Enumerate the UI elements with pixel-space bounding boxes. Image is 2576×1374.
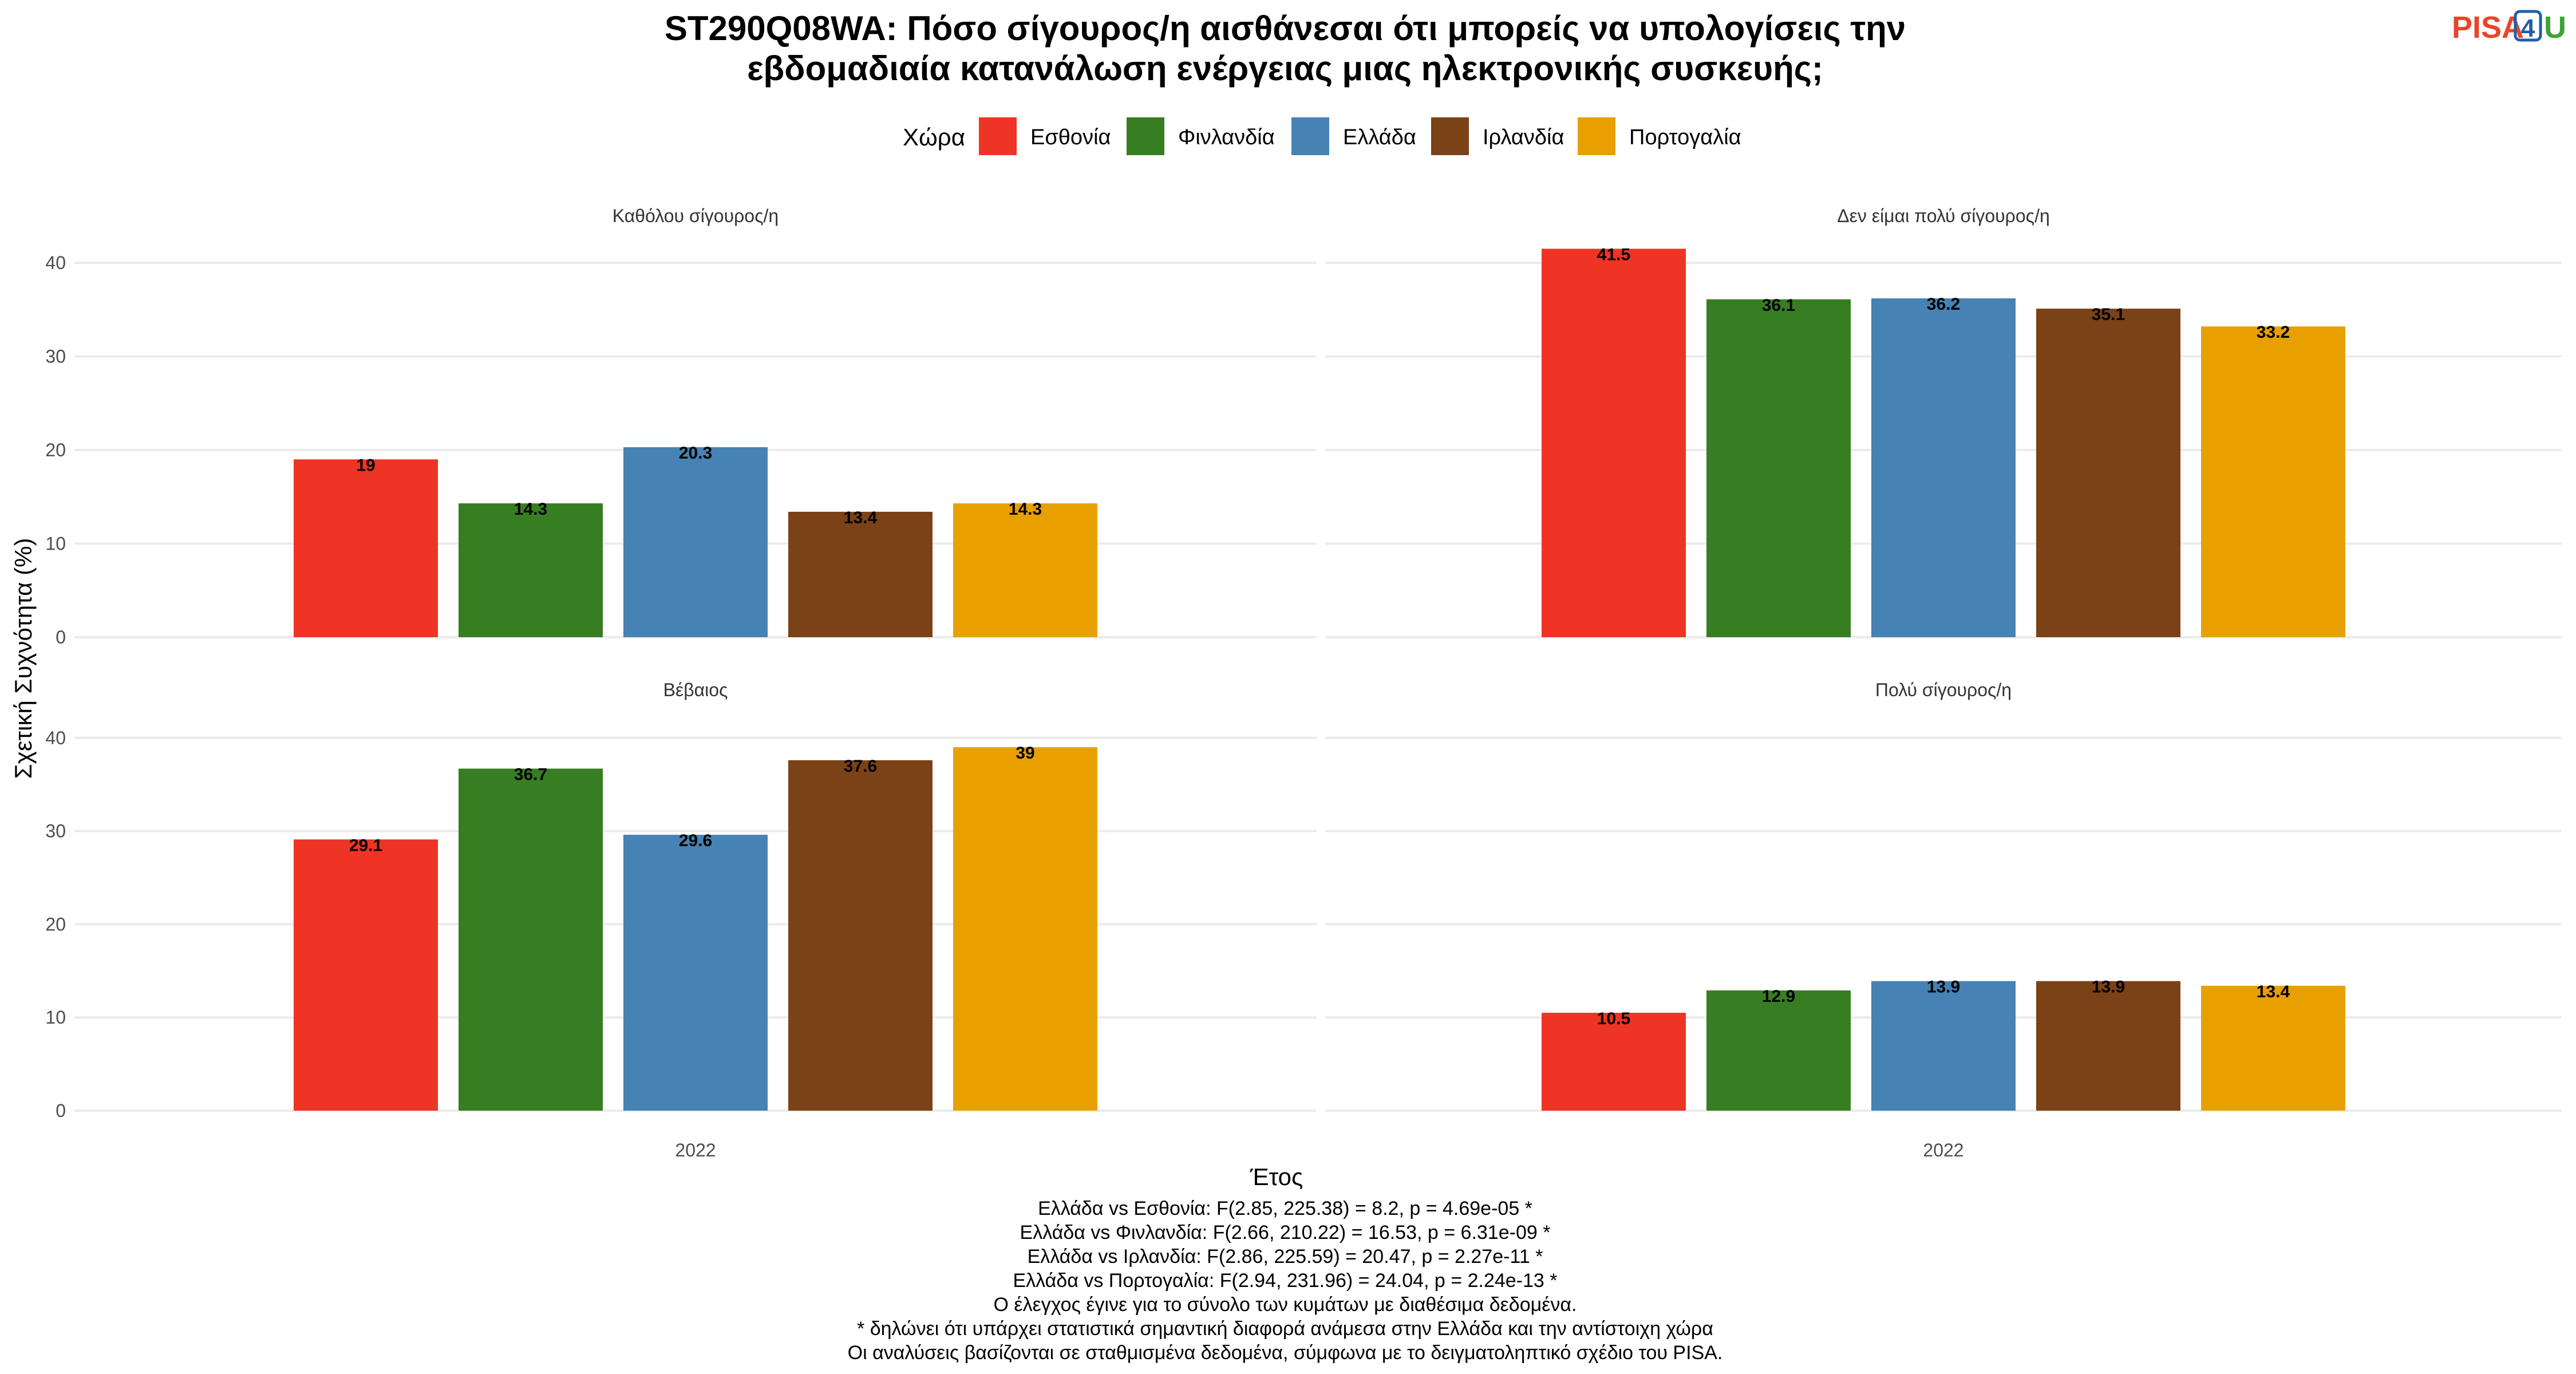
data-label-0-0: 19 [356, 456, 375, 475]
legend-label-2: Ελλάδα [1343, 125, 1416, 149]
data-label-2-1: 36.7 [514, 765, 547, 784]
data-label-2-4: 39 [1016, 744, 1034, 763]
footnote-line-4: Ο έλεγχος έγινε για το σύνολο των κυμάτω… [994, 1294, 1577, 1316]
data-label-3-4: 13.4 [2257, 982, 2290, 1001]
y-tick-label-2-4: 40 [45, 728, 66, 748]
data-label-2-0: 29.1 [349, 836, 382, 855]
data-label-0-4: 14.3 [1009, 500, 1042, 519]
x-tick-label-2: 2022 [675, 1140, 716, 1160]
data-label-0-2: 20.3 [679, 444, 712, 463]
title-line-2: εβδομαδιαία κατανάλωση ενέργειας μιας ηλ… [747, 49, 1823, 88]
y-axis-title: Σχετική Συχνότητα (%) [10, 538, 37, 779]
footnote-line-1: Ελλάδα vs Φινλανδία: F(2.66, 210.22) = 1… [1020, 1222, 1551, 1243]
data-label-3-2: 13.9 [1927, 978, 1960, 997]
x-axis-title: Έτος [1250, 1163, 1303, 1190]
footnote-line-5: * δηλώνει ότι υπάρχει στατιστικά σημαντι… [857, 1318, 1713, 1340]
bar-2-2 [623, 835, 768, 1111]
footnotes: Ελλάδα vs Εσθονία: F(2.85, 225.38) = 8.2… [848, 1198, 1723, 1364]
bar-2-0 [294, 839, 438, 1111]
panel-1: Δεν είμαι πολύ σίγουρος/η 41.5 36.1 36.2 35.… [1325, 206, 2562, 638]
bar-3-4 [2201, 985, 2345, 1111]
legend-swatch-2 [1291, 117, 1329, 155]
y-tick-label-2-0: 0 [56, 1100, 66, 1121]
data-label-1-1: 36.1 [1762, 296, 1795, 315]
bar-2-4 [953, 747, 1097, 1111]
title-line-1: ST290Q08WA: Πόσο σίγουρος/η αισθάνεσαι ό… [665, 9, 1906, 48]
bar-3-3 [2036, 981, 2180, 1111]
y-tick-label-0-4: 40 [45, 252, 66, 273]
footnote-line-2: Ελλάδα vs Ιρλανδία: F(2.86, 225.59) = 20… [1028, 1246, 1543, 1268]
bar-1-2 [1871, 298, 2016, 637]
bar-2-1 [459, 768, 603, 1111]
plot-panels: 0 10 20 30 40 Καθόλου σίγουρος/η 19 14.3 20.3 13.… [45, 206, 2562, 1160]
pisa4u-logo: PISA 4 U [2452, 10, 2566, 45]
data-label-2-2: 29.6 [679, 831, 712, 850]
legend-label-3: Ιρλανδία [1483, 125, 1564, 149]
facet-title-2: Βέβαιος [663, 680, 728, 700]
y-tick-label-2-3: 30 [45, 821, 66, 842]
panel-2: 0 10 20 30 40 Βέβαιος 29.1 36.7 29.6 37.6 39 2022 [45, 680, 1317, 1160]
y-tick-label-0-0: 0 [56, 627, 66, 647]
legend-label-1: Φινλανδία [1178, 125, 1275, 149]
bar-1-0 [1542, 248, 1686, 637]
bar-0-2 [623, 447, 768, 637]
bar-2-3 [788, 760, 933, 1111]
bar-1-3 [2036, 309, 2180, 637]
data-label-1-0: 41.5 [1597, 246, 1630, 264]
legend-swatch-3 [1431, 117, 1469, 155]
logo-text-4: 4 [2521, 14, 2535, 42]
bar-3-2 [1871, 981, 2016, 1111]
logo-box-icon [2514, 10, 2542, 42]
y-tick-label-0-2: 20 [45, 440, 66, 460]
bar-1-1 [1706, 299, 1851, 637]
chart-title: ST290Q08WA: Πόσο σίγουρος/η αισθάνεσαι ό… [665, 9, 1906, 88]
y-tick-label-2-2: 20 [45, 914, 66, 934]
footnote-line-3: Ελλάδα vs Πορτογαλία: F(2.94, 231.96) = … [1013, 1270, 1558, 1292]
panel-3: Πολύ σίγουρος/η 10.5 12.9 13.9 13.9 13.4 2022 [1325, 680, 2562, 1160]
legend-label-0: Εσθονία [1030, 125, 1111, 149]
data-label-0-3: 13.4 [844, 508, 878, 527]
data-label-1-3: 35.1 [2092, 305, 2125, 324]
bar-0-4 [953, 503, 1097, 637]
legend-swatch-1 [1127, 117, 1164, 155]
data-label-3-0: 10.5 [1597, 1009, 1630, 1028]
data-label-3-1: 12.9 [1762, 987, 1795, 1006]
data-label-2-3: 37.6 [844, 757, 877, 776]
data-label-0-1: 14.3 [514, 500, 547, 519]
legend-swatch-4 [1578, 117, 1615, 155]
footnote-line-0: Ελλάδα vs Εσθονία: F(2.85, 225.38) = 8.2… [1038, 1198, 1532, 1219]
panel-0: 0 10 20 30 40 Καθόλου σίγουρος/η 19 14.3 20.3 13.… [45, 206, 1317, 647]
legend: Χώρα Εσθονία Φινλανδία Ελλάδα Ιρλανδία Πορτο… [903, 117, 1741, 155]
bar-0-0 [294, 459, 438, 637]
legend-label-4: Πορτογαλία [1629, 125, 1741, 149]
y-tick-label-2-1: 10 [45, 1007, 66, 1028]
bar-3-0 [1542, 1013, 1686, 1111]
x-tick-label-3: 2022 [1923, 1140, 1963, 1160]
logo-text-u: U [2544, 10, 2566, 45]
facet-title-0: Καθόλου σίγουρος/η [613, 206, 779, 226]
bar-0-3 [788, 511, 933, 637]
y-tick-label-0-3: 30 [45, 346, 66, 367]
legend-title: Χώρα [903, 124, 965, 151]
y-tick-label-0-1: 10 [45, 534, 66, 554]
data-label-1-4: 33.2 [2257, 323, 2290, 342]
bar-3-1 [1706, 990, 1851, 1111]
bar-1-4 [2201, 326, 2345, 637]
footnote-line-6: Οι αναλύσεις βασίζονται σε σταθμισμένα δ… [848, 1342, 1723, 1364]
bar-0-1 [459, 503, 603, 637]
data-label-3-3: 13.9 [2092, 978, 2125, 997]
legend-swatch-0 [979, 117, 1017, 155]
facet-title-3: Πολύ σίγουρος/η [1875, 680, 2012, 700]
data-label-1-2: 36.2 [1927, 295, 1960, 314]
logo-text-pisa: PISA [2452, 10, 2524, 45]
facet-title-1: Δεν είμαι πολύ σίγουρος/η [1837, 206, 2050, 226]
